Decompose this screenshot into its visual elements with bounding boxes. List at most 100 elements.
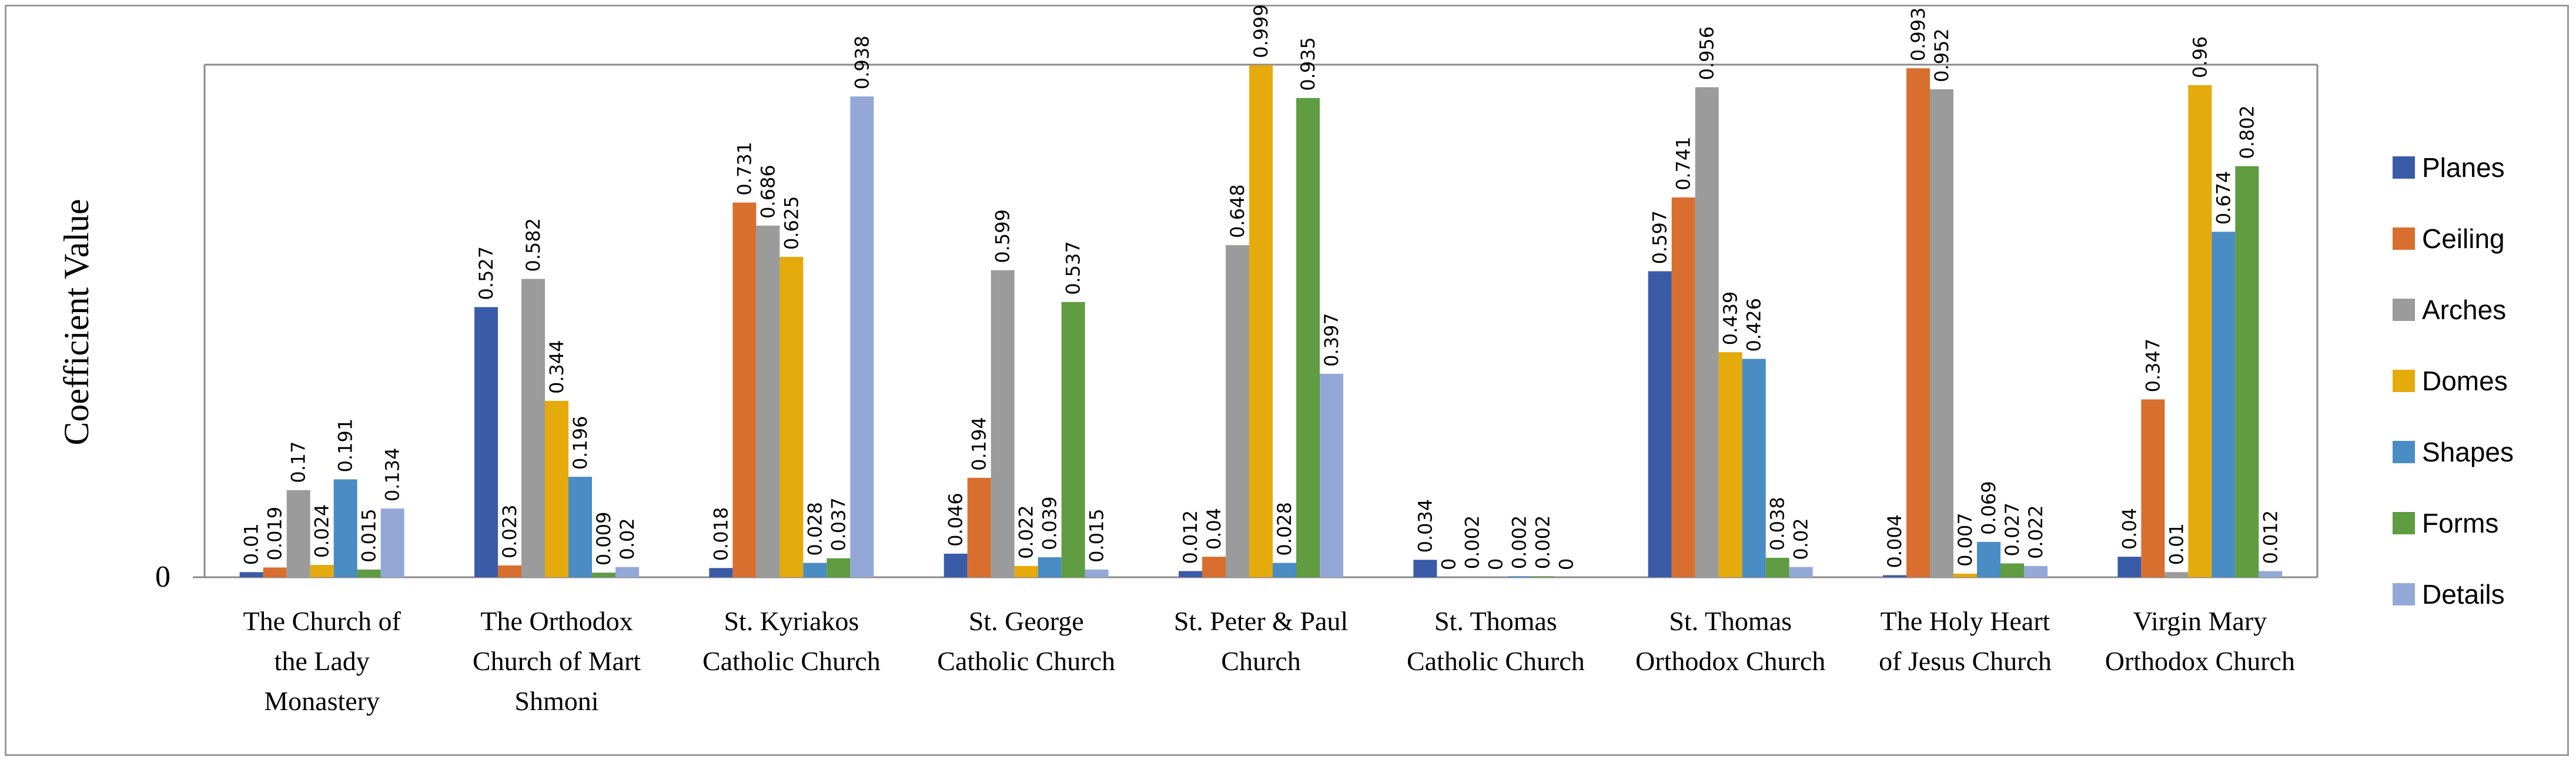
data-label-shapes-8: 0.674 (2212, 171, 2234, 225)
bar-planes-6 (1648, 271, 1672, 577)
data-label-domes-5: 0 (1484, 558, 1507, 570)
x-tick-label-1: The Orthodox Church of Mart Shmoni (473, 606, 641, 716)
bar-arches-2 (756, 225, 780, 578)
data-label-planes-8: 0.04 (2118, 508, 2140, 550)
data-label-ceiling-1: 0.023 (499, 504, 521, 558)
data-label-shapes-4: 0.028 (1273, 502, 1296, 556)
bar-shapes-6 (1742, 359, 1766, 577)
legend: Planes Ceiling Arches Domes Shapes Forms Detai… (2393, 152, 2514, 610)
bar-domes-8 (2188, 85, 2212, 577)
data-label-details-4: 0.397 (1320, 313, 1343, 367)
bar-forms-2 (827, 558, 851, 577)
bar-ceiling-8 (2141, 399, 2165, 577)
bar-arches-1 (521, 279, 545, 577)
bar-planes-3 (944, 553, 968, 577)
legend-swatch-forms (2393, 512, 2415, 534)
bar-forms-0 (357, 569, 381, 577)
data-label-shapes-6: 0.426 (1743, 298, 1765, 352)
data-label-planes-2: 0.018 (710, 507, 732, 561)
data-label-planes-5: 0.034 (1414, 499, 1436, 553)
data-label-planes-1: 0.527 (475, 246, 497, 300)
bar-ceiling-2 (732, 202, 757, 577)
bar-ceiling-1 (498, 565, 521, 577)
bar-forms-4 (1296, 98, 1320, 577)
data-label-domes-7: 0.007 (1954, 513, 1976, 567)
data-label-domes-2: 0.625 (780, 196, 802, 250)
data-label-forms-4: 0.935 (1297, 37, 1319, 91)
y-axis-title: Coefficient Value (57, 199, 96, 445)
data-label-arches-1: 0.582 (522, 218, 544, 272)
bar-shapes-2 (803, 563, 827, 577)
data-label-forms-0: 0.015 (358, 508, 380, 563)
data-label-details-0: 0.134 (382, 448, 404, 502)
bar-details-2 (850, 96, 874, 578)
data-label-details-1: 0.02 (616, 518, 638, 560)
data-label-shapes-7: 0.069 (1978, 481, 2000, 535)
data-label-details-2: 0.938 (851, 35, 873, 89)
data-label-forms-7: 0.027 (2001, 503, 2023, 557)
bar-details-0 (380, 508, 404, 577)
bar-arches-4 (1226, 245, 1249, 578)
legend-swatch-ceiling (2393, 227, 2415, 250)
data-label-ceiling-7: 0.993 (1907, 7, 1929, 61)
data-label-forms-8: 0.802 (2236, 105, 2258, 159)
legend-label-domes: Domes (2422, 366, 2508, 396)
data-label-arches-7: 0.952 (1931, 28, 1953, 82)
data-label-domes-0: 0.024 (311, 504, 333, 558)
data-label-domes-8: 0.96 (2189, 36, 2211, 78)
legend-label-details: Details (2422, 579, 2505, 610)
bar-planes-5 (1413, 560, 1437, 577)
bar-details-7 (2024, 565, 2048, 577)
data-label-arches-4: 0.648 (1226, 184, 1249, 238)
bar-forms-3 (1061, 302, 1085, 577)
bar-details-6 (1789, 567, 1813, 577)
data-label-arches-6: 0.956 (1696, 26, 1718, 81)
legend-label-arches: Arches (2422, 295, 2506, 325)
x-axis-labels: The Church of the Lady Monastery The Orthod… (243, 606, 2295, 716)
data-label-ceiling-5: 0 (1437, 558, 1460, 570)
legend-label-ceiling: Ceiling (2422, 223, 2505, 254)
x-tick-label-3: St. George Catholic Church (937, 606, 1115, 676)
bar-shapes-5 (1507, 576, 1531, 577)
data-label-shapes-0: 0.191 (334, 419, 357, 473)
x-tick-label-8: Virgin Mary Orthodox Church (2105, 606, 2295, 676)
data-label-arches-8: 0.01 (2165, 523, 2187, 565)
bar-ceiling-3 (967, 477, 991, 577)
data-label-planes-4: 0.012 (1179, 510, 1202, 564)
data-label-arches-3: 0.599 (992, 209, 1014, 263)
bar-domes-7 (1953, 573, 1977, 577)
data-label-forms-6: 0.038 (1767, 497, 1789, 551)
legend-swatch-details (2393, 583, 2415, 605)
chart-frame (5, 5, 2569, 756)
data-label-ceiling-8: 0.347 (2142, 339, 2164, 393)
bar-domes-4 (1249, 65, 1273, 577)
bar-shapes-1 (568, 477, 592, 577)
data-label-forms-1: 0.009 (593, 512, 615, 566)
data-label-domes-6: 0.439 (1719, 292, 1742, 346)
data-label-shapes-1: 0.196 (569, 416, 591, 470)
bar-planes-7 (1883, 575, 1906, 577)
x-tick-label-7: The Holy Heart of Jesus Church (1879, 606, 2052, 676)
data-label-ceiling-6: 0.741 (1672, 136, 1695, 190)
bar-details-8 (2259, 571, 2283, 577)
legend-swatch-shapes (2393, 441, 2415, 463)
bar-shapes-8 (2212, 232, 2236, 578)
bar-arches-3 (991, 270, 1015, 577)
legend-label-shapes: Shapes (2422, 437, 2514, 467)
data-label-planes-6: 0.597 (1649, 210, 1671, 265)
data-label-domes-3: 0.022 (1015, 505, 1038, 559)
bar-planes-2 (709, 568, 733, 577)
data-label-details-7: 0.022 (2025, 505, 2047, 559)
bar-arches-7 (1930, 89, 1953, 577)
data-label-details-3: 0.015 (1086, 508, 1108, 563)
data-label-planes-0: 0.01 (240, 523, 263, 565)
data-labels-layer: 0.01 0.527 0.018 0.046 0.012 0.034 0.597 0.004 0… (240, 4, 2282, 570)
bar-arches-6 (1695, 87, 1719, 578)
bar-arches-0 (286, 490, 310, 577)
bar-details-4 (1320, 373, 1343, 577)
bar-forms-8 (2235, 166, 2259, 577)
data-label-arches-0: 0.17 (287, 441, 310, 483)
data-label-forms-3: 0.537 (1062, 241, 1085, 295)
y-tick-label: 0 (155, 560, 170, 594)
